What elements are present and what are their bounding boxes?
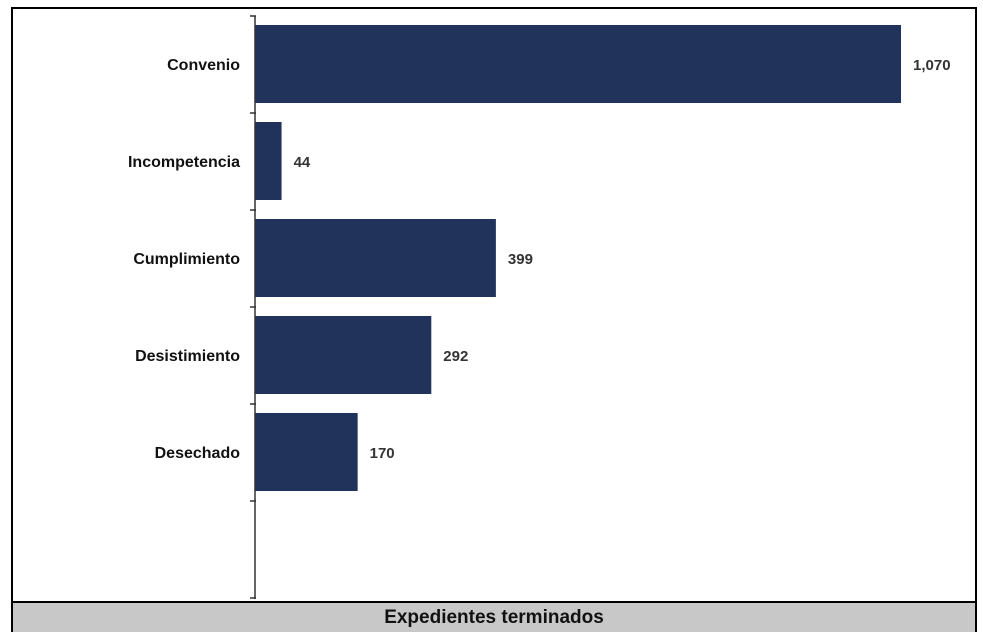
chart-frame [11,7,977,603]
category-label: Cumplimiento [133,251,240,268]
data-label: 292 [443,348,468,365]
data-label: 1,070 [913,57,951,74]
data-label: 399 [508,251,533,268]
bar-desechado [255,413,358,491]
chart-title: Expedientes terminados [384,606,604,628]
bar-incompetencia [255,122,282,200]
data-label: 44 [294,154,311,171]
data-label: 170 [370,445,395,462]
bar-cumplimiento [255,219,496,297]
bar-convenio [255,25,901,103]
category-label: Incompetencia [128,154,240,171]
bar-desistimiento [255,316,432,394]
category-label: Desechado [155,445,241,462]
chart-title-footer: Expedientes terminados [11,603,977,632]
category-label: Convenio [167,57,240,74]
category-label: Desistimiento [135,348,240,365]
